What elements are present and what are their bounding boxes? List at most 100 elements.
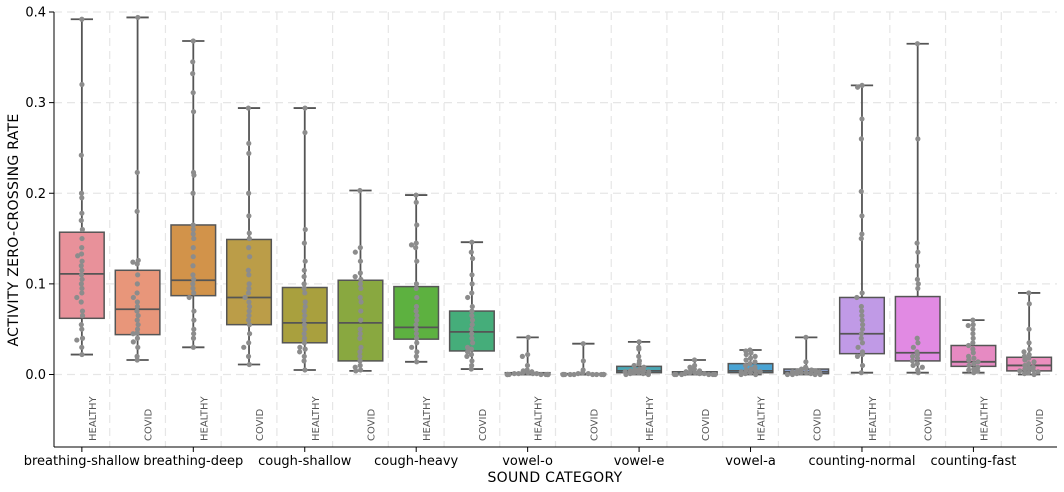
data-point (1026, 340, 1032, 346)
data-point (301, 358, 307, 364)
data-point (671, 371, 678, 378)
data-point (859, 326, 866, 332)
data-point (246, 285, 252, 292)
data-point (1026, 365, 1032, 371)
data-point (79, 258, 85, 264)
data-point (859, 351, 865, 358)
data-point (525, 334, 531, 340)
box-counting-normal-covid: COVID (894, 41, 941, 441)
data-point (1031, 371, 1037, 378)
data-point (302, 312, 308, 319)
data-point (78, 217, 84, 224)
group-label: COVID (478, 409, 489, 441)
data-point (301, 274, 307, 280)
data-point (191, 235, 197, 242)
data-point (241, 344, 247, 350)
data-point (970, 322, 976, 328)
data-point (601, 371, 607, 378)
data-point (1026, 290, 1032, 296)
data-point (743, 357, 749, 363)
data-point (854, 353, 861, 359)
data-point (357, 258, 364, 264)
data-point (413, 303, 420, 310)
data-point (79, 351, 85, 358)
data-point (413, 281, 420, 287)
data-point (357, 353, 363, 359)
data-point (914, 263, 921, 269)
x-tick-label: cough-shallow (258, 454, 352, 469)
data-point (190, 263, 196, 269)
data-point (859, 290, 865, 296)
data-point (712, 371, 718, 378)
data-point (1026, 326, 1032, 332)
box-cough-shallow-covid: COVID (337, 187, 384, 441)
data-point (135, 312, 141, 319)
data-point (636, 353, 642, 359)
data-point (78, 263, 84, 269)
data-point (134, 281, 140, 287)
data-point (812, 371, 818, 378)
data-point (635, 370, 642, 376)
x-axis-title: SOUND CATEGORY (488, 470, 623, 486)
data-point (469, 281, 475, 287)
data-point (246, 361, 252, 368)
data-point (571, 371, 577, 378)
data-point (1026, 301, 1032, 307)
data-point (247, 254, 253, 260)
data-point (78, 281, 84, 287)
data-point (357, 335, 363, 341)
data-point (409, 344, 415, 350)
group-label: COVID (144, 409, 155, 441)
data-point (79, 81, 85, 88)
y-tick-label: 0.1 (25, 277, 46, 292)
data-point (469, 322, 475, 328)
data-point (538, 371, 544, 378)
box-breathing-deep-healthy: HEALTHY (170, 38, 217, 441)
data-point (567, 371, 573, 378)
data-point (301, 285, 307, 292)
group-label: COVID (366, 409, 377, 441)
data-point (679, 371, 685, 378)
data-point (1022, 357, 1028, 363)
data-point (808, 370, 814, 377)
data-point (297, 349, 303, 355)
data-point (545, 371, 551, 378)
box-breathing-deep-covid: COVID (225, 105, 273, 441)
data-point (464, 353, 470, 359)
data-point (859, 213, 865, 219)
data-point (1017, 368, 1023, 374)
data-point (245, 105, 251, 111)
box-cough-shallow-healthy: HEALTHY (281, 105, 328, 441)
data-point (134, 299, 140, 305)
data-point (965, 322, 971, 329)
data-point (302, 299, 308, 305)
data-point (1031, 359, 1037, 365)
data-point (78, 251, 85, 257)
data-point (636, 339, 642, 345)
data-point (246, 308, 252, 314)
data-point (414, 312, 420, 319)
data-point (134, 353, 140, 359)
data-point (353, 368, 359, 374)
data-point (752, 353, 758, 359)
data-point (966, 367, 972, 373)
x-tick-label: vowel-e (614, 454, 665, 469)
data-point (859, 82, 865, 89)
data-point (524, 362, 531, 369)
data-point (687, 370, 693, 376)
data-point (742, 362, 749, 369)
data-point (191, 276, 197, 282)
data-point (358, 367, 364, 373)
data-point (525, 351, 531, 358)
data-point (468, 351, 475, 358)
data-point (465, 294, 471, 301)
data-point (79, 235, 85, 242)
data-point (520, 370, 526, 376)
data-point (358, 344, 364, 350)
data-point (301, 335, 308, 341)
data-point (134, 290, 140, 296)
x-tick-label: counting-normal (808, 454, 915, 469)
data-point (414, 317, 420, 323)
data-point (747, 370, 754, 376)
data-point (302, 129, 308, 136)
